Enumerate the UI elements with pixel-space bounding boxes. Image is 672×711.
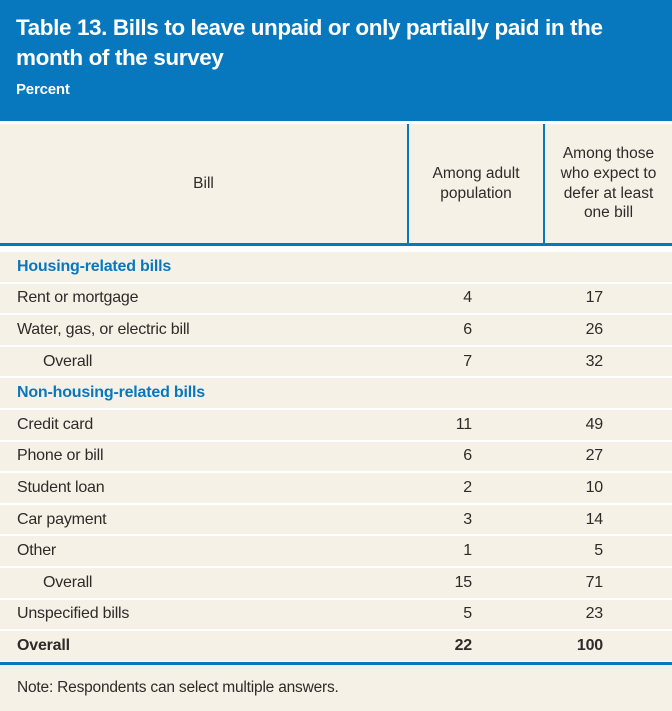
cell-adult-value: 6: [463, 320, 472, 338]
table-body: Housing-related bills Rent or mortgage 4…: [0, 252, 672, 661]
cell-defer-value: 71: [585, 573, 604, 591]
cell-defer-value: 17: [585, 289, 604, 307]
row-label: Student loan: [17, 478, 105, 496]
section-label: Non-housing-related bills: [17, 384, 205, 402]
table-row: Other 1 5: [0, 536, 672, 566]
col-header-defer-one-bill: Among those who expect to defer at least…: [543, 124, 672, 243]
cell-defer-value: 49: [585, 415, 604, 433]
bottom-rule-divider: [0, 661, 672, 665]
col-header-adult-population: Among adult population: [407, 124, 543, 243]
table-row: Unspecified bills 5 23: [0, 599, 672, 630]
section-label: Housing-related bills: [17, 257, 172, 275]
cell-adult-value: 11: [455, 415, 472, 433]
cell-defer-value: 27: [585, 447, 604, 465]
table-units-label: Percent: [16, 80, 70, 98]
section-row-housing: Housing-related bills: [0, 252, 672, 282]
table-row: Student loan 2 10: [0, 473, 672, 503]
cell-defer-value: 23: [585, 605, 604, 623]
row-label: Car payment: [17, 510, 107, 528]
row-label: Rent or mortgage: [17, 289, 139, 307]
table-row: Phone or bill 6 27: [0, 441, 672, 472]
cell-adult-value: 3: [463, 510, 472, 528]
table-title-band: Table 13. Bills to leave unpaid or only …: [0, 0, 672, 121]
cell-adult-value: 6: [463, 447, 472, 465]
cell-adult-value: 1: [463, 542, 472, 560]
cell-adult-value: 15: [454, 573, 473, 591]
note-text: Note: Respondents can select multiple an…: [17, 678, 339, 696]
table-row: Credit card 11 49: [0, 409, 672, 440]
row-label: Credit card: [17, 415, 94, 433]
table-note: Note: Respondents can select multiple an…: [0, 664, 672, 711]
cell-defer-value: 14: [585, 510, 604, 528]
row-label: Phone or bill: [17, 447, 104, 465]
table-row-grand-total: Overall 22 100: [0, 631, 672, 661]
section-row-non-housing: Non-housing-related bills: [0, 378, 672, 408]
row-label: Water, gas, or electric bill: [17, 320, 190, 338]
cell-adult-value: 2: [463, 478, 472, 496]
cell-adult-value: 5: [463, 605, 472, 623]
table-row: Water, gas, or electric bill 6 26: [0, 315, 672, 345]
cell-defer-value: 5: [594, 542, 603, 560]
cell-adult-value: 22: [454, 636, 473, 654]
cell-defer-value: 32: [585, 352, 604, 370]
cell-adult-value: 4: [463, 289, 472, 307]
row-label: Other: [17, 542, 57, 560]
cell-defer-value: 100: [576, 636, 603, 654]
table-row-subtotal: Overall 15 71: [0, 567, 672, 598]
row-label: Overall: [43, 573, 93, 591]
row-label: Overall: [43, 352, 93, 370]
table-row: Rent or mortgage 4 17: [0, 283, 672, 314]
cell-defer-value: 26: [585, 320, 604, 338]
table-row: Car payment 3 14: [0, 504, 672, 535]
cell-defer-value: 10: [585, 478, 604, 496]
cell-adult-value: 7: [463, 352, 472, 370]
table-row-subtotal: Overall 7 32: [0, 346, 672, 377]
column-header-row: Bill Among adult population Among those …: [0, 124, 672, 246]
row-label: Unspecified bills: [17, 605, 130, 623]
row-label: Overall: [17, 636, 70, 654]
col-header-bill: Bill: [193, 174, 214, 192]
table-title: Table 13. Bills to leave unpaid or only …: [16, 15, 603, 70]
